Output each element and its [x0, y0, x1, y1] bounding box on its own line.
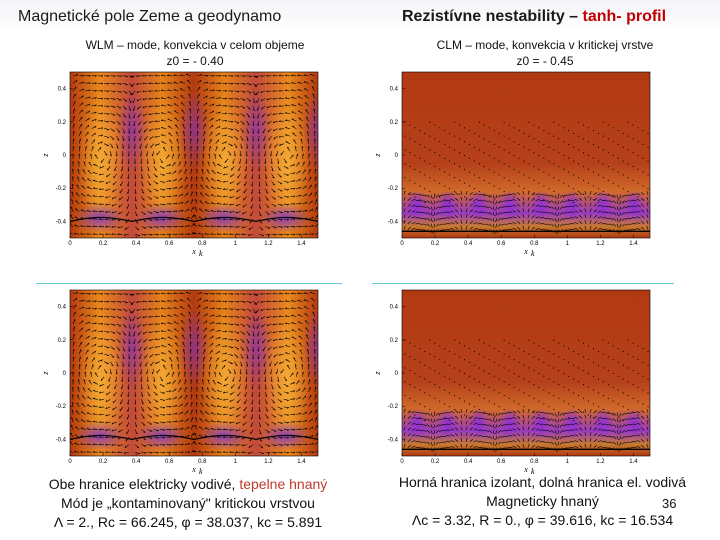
x-tick-label: 1	[566, 241, 570, 247]
x-tick-label: 0.4	[132, 459, 141, 465]
y-axis-label: z	[41, 371, 50, 376]
footer-left-line3: Λ = 2., Rc = 66.245, φ = 38.037, kc = 5.…	[53, 514, 323, 530]
x-axis-label-sub: k	[531, 249, 535, 256]
x-tick-label: 0	[400, 241, 404, 247]
x-tick-label: 0	[68, 459, 72, 465]
y-tick-label: -0.4	[388, 437, 399, 443]
x-axis-label-sub: k	[199, 467, 203, 474]
x-tick-label: 0.8	[198, 459, 207, 465]
caption-left-line1: WLM – mode, konvekcia v celom objeme	[85, 38, 305, 52]
y-tick-label: -0.4	[56, 437, 67, 443]
x-tick-label: 0.2	[431, 241, 440, 247]
plot-wlm-top: 0.4 0.2 0 -0.2 -0.4 0 0.2 0.4 0.6 0.8 1 1.2 1.4 x k z	[40, 66, 340, 256]
title-right-main: Rezistívne nestability –	[402, 8, 583, 25]
x-tick-label: 0.2	[99, 459, 108, 465]
x-tick-label: 1.2	[596, 459, 605, 465]
y-tick-label: 0.2	[58, 338, 67, 344]
y-tick-label: 0	[63, 153, 67, 159]
y-tick-label: -0.2	[388, 404, 399, 410]
x-tick-label: 1.4	[297, 459, 306, 465]
x-tick-label: 1.2	[264, 241, 273, 247]
x-tick-label: 0.6	[165, 459, 174, 465]
y-axis-label: z	[373, 153, 382, 158]
footer-right-line3: Λc = 3.32, R = 0., φ = 39.616, kc = 16.5…	[411, 512, 674, 528]
slide-title-left: Magnetické pole Zeme a geodynamo	[18, 8, 282, 25]
y-tick-label: 0.2	[58, 120, 67, 126]
y-tick-label: -0.2	[56, 186, 67, 192]
y-axis-label: z	[41, 153, 50, 158]
x-tick-label: 1.4	[297, 241, 306, 247]
y-tick-label: -0.2	[56, 404, 67, 410]
y-tick-label: 0.4	[390, 87, 399, 93]
x-tick-label: 0.6	[497, 459, 506, 465]
plot-clm-top: 0.4 0.2 0 -0.2 -0.4 0 0.2 0.4 0.6 0.8 1 1.2 1.4 x k z	[372, 66, 672, 256]
y-tick-label: -0.4	[56, 219, 67, 225]
x-tick-label: 0.2	[99, 241, 108, 247]
x-tick-label: 1.2	[264, 459, 273, 465]
x-axis-label: x	[523, 247, 528, 256]
y-tick-label: 0.2	[390, 338, 399, 344]
y-tick-label: 0	[63, 371, 67, 377]
x-tick-label: 0.4	[132, 241, 141, 247]
footer-right-line2: Magneticky hnaný	[486, 493, 599, 509]
caption-right: CLM – mode, konvekcia v kritickej vrstve…	[380, 37, 710, 69]
x-tick-label: 0.6	[497, 241, 506, 247]
footer-left: Obe hranice elektricky vodivé, tepelne h…	[18, 475, 358, 532]
x-tick-label: 1.4	[629, 459, 638, 465]
footer-right: Horná hranica izolant, dolná hranica el.…	[370, 473, 715, 530]
x-axis-label: x	[191, 465, 196, 474]
x-tick-label: 0.4	[464, 459, 473, 465]
separator-right	[372, 283, 674, 284]
footer-left-line1b: tepelne hnaný	[239, 476, 328, 492]
slide-number: 36	[662, 496, 677, 511]
x-tick-label: 0.8	[530, 241, 539, 247]
x-tick-label: 1	[234, 459, 238, 465]
separator-left	[36, 283, 342, 284]
x-tick-label: 1.4	[629, 241, 638, 247]
y-tick-label: -0.4	[388, 219, 399, 225]
x-tick-label: 1	[566, 459, 570, 465]
y-tick-label: 0.2	[390, 120, 399, 126]
x-tick-label: 1	[234, 241, 238, 247]
y-tick-label: 0	[395, 371, 399, 377]
y-tick-label: 0.4	[58, 87, 67, 93]
x-axis-label: x	[523, 465, 528, 474]
footer-left-line2: Mód je „kontaminovaný" kritickou vrstvou	[61, 495, 315, 511]
y-tick-label: 0.4	[390, 305, 399, 311]
slide-title-right: Rezistívne nestability – tanh- profil	[402, 8, 666, 26]
x-tick-label: 1.2	[596, 241, 605, 247]
x-axis-label-sub: k	[199, 249, 203, 256]
y-tick-label: 0	[395, 153, 399, 159]
x-tick-label: 0.4	[464, 241, 473, 247]
y-tick-label: 0.4	[58, 305, 67, 311]
footer-left-line1a: Obe hranice elektricky vodivé,	[48, 476, 240, 492]
footer-left-line1: Obe hranice elektricky vodivé, tepelne h…	[18, 475, 358, 494]
x-tick-label: 0.8	[198, 241, 207, 247]
x-axis-label: x	[191, 247, 196, 256]
caption-left-line2: z0 = - 0.40	[166, 54, 224, 68]
x-tick-label: 0.8	[530, 459, 539, 465]
plot-wlm-bottom: 0.4 0.2 0 -0.2 -0.4 0 0.2 0.4 0.6 0.8 1 1.2 1.4 x k z	[40, 284, 340, 474]
x-tick-label: 0.2	[431, 459, 440, 465]
x-tick-label: 0.6	[165, 241, 174, 247]
caption-right-line2: z0 = - 0.45	[516, 54, 574, 68]
caption-left: WLM – mode, konvekcia v celom objeme z0 …	[40, 37, 350, 69]
x-tick-label: 0	[400, 459, 404, 465]
plot-clm-bottom: 0.4 0.2 0 -0.2 -0.4 0 0.2 0.4 0.6 0.8 1 1.2 1.4 x k z	[372, 284, 672, 474]
caption-right-line1: CLM – mode, konvekcia v kritickej vrstve	[436, 38, 654, 52]
x-axis-label-sub: k	[531, 467, 535, 474]
header-bar	[0, 0, 720, 34]
y-axis-label: z	[373, 371, 382, 376]
y-tick-label: -0.2	[388, 186, 399, 192]
footer-right-line1: Horná hranica izolant, dolná hranica el.…	[398, 474, 687, 490]
x-tick-label: 0	[68, 241, 72, 247]
title-right-accent: tanh- profil	[582, 8, 667, 25]
